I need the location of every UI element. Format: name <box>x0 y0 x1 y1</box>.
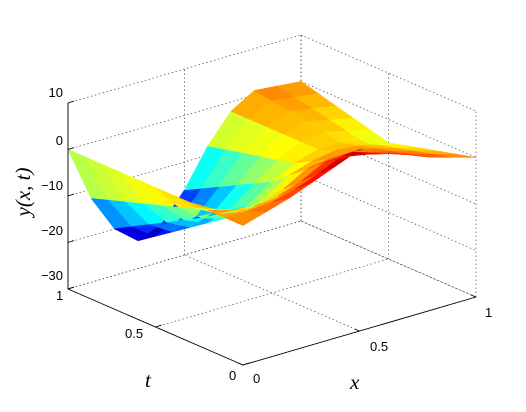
t-tick-label: 0.5 <box>125 326 143 341</box>
x-tick-mark <box>354 328 360 332</box>
z-tick-label: −20 <box>41 223 63 238</box>
z-tick-mark <box>67 147 75 150</box>
z-axis-ticks: 10 0 −10 −20 −30 <box>41 85 63 283</box>
t-tick-mark <box>67 286 75 290</box>
x-tick-mark <box>470 294 477 298</box>
z-tick-label: 10 <box>49 85 63 100</box>
t-axis-ticks: 1 0.5 0 <box>56 288 236 383</box>
x-tick-label: 0.5 <box>370 339 388 354</box>
t-tick-label: 0 <box>229 368 236 383</box>
surface <box>67 81 477 242</box>
x-axis-label: x <box>349 370 360 394</box>
t-tick-mark <box>242 362 250 366</box>
x-axis-ticks: 0 0.5 1 <box>253 305 492 386</box>
x-tick-label: 0 <box>253 371 260 386</box>
z-tick-label: −10 <box>41 178 63 193</box>
t-tick-mark <box>155 324 162 328</box>
t-tick-label: 1 <box>56 288 63 303</box>
z-tick-mark <box>67 193 75 197</box>
surface-patch <box>435 154 477 158</box>
t-axis-label: t <box>145 368 152 392</box>
wall-grid-line <box>67 81 302 150</box>
wall-grid-line <box>67 34 302 104</box>
z-tick-label: −30 <box>41 268 63 283</box>
z-tick-mark <box>67 240 75 243</box>
z-tick-label: 0 <box>56 133 63 148</box>
floor-grid-line <box>155 258 389 328</box>
x-tick-label: 1 <box>485 305 492 320</box>
z-tick-mark <box>67 100 75 104</box>
x-tick-mark <box>237 362 244 366</box>
wall-grid-line <box>67 220 302 290</box>
axes <box>67 100 477 366</box>
z-axis-label: y(x, t) <box>11 168 35 219</box>
